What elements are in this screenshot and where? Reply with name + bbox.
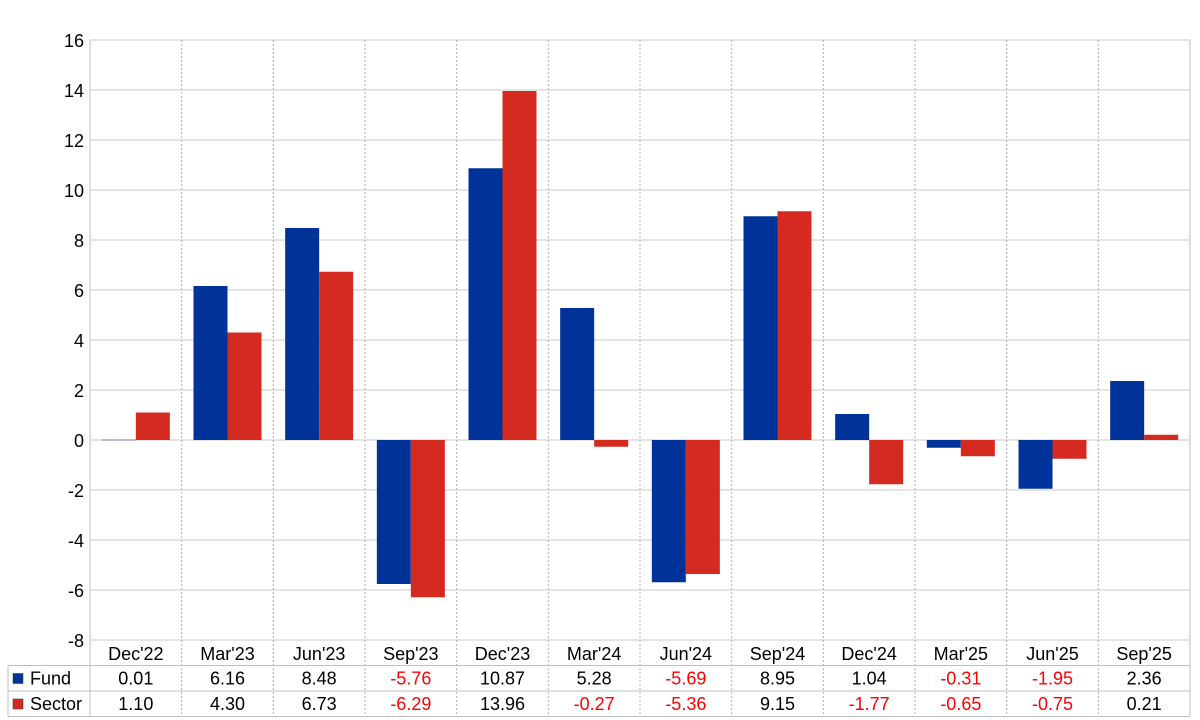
table-value-sector: 13.96	[480, 694, 525, 714]
bar-sector	[1144, 434, 1179, 440]
bar-fund	[468, 168, 503, 440]
bar-sector	[410, 440, 445, 598]
bar-fund	[651, 440, 686, 583]
bar-fund	[376, 440, 411, 584]
table-value-sector: -5.36	[665, 694, 706, 714]
y-tick-label: -2	[68, 481, 84, 501]
y-tick-label: 4	[74, 331, 84, 351]
y-tick-label: 0	[74, 431, 84, 451]
bar-fund	[1110, 381, 1145, 440]
table-value-fund: 0.01	[118, 669, 153, 689]
y-tick-label: 2	[74, 381, 84, 401]
bar-fund	[560, 308, 595, 440]
table-value-sector: -0.75	[1032, 694, 1073, 714]
x-category-label: Jun'23	[293, 644, 345, 664]
table-value-fund: 8.95	[760, 669, 795, 689]
table-value-fund: 1.04	[852, 669, 887, 689]
table-value-sector: 9.15	[760, 694, 795, 714]
y-tick-label: -8	[68, 631, 84, 651]
y-tick-label: 8	[74, 231, 84, 251]
bar-sector	[227, 332, 262, 440]
x-category-label: Sep'25	[1116, 644, 1172, 664]
x-category-label: Dec'23	[475, 644, 530, 664]
bar-sector	[869, 440, 904, 485]
table-value-sector: 1.10	[118, 694, 153, 714]
table-value-sector: 6.73	[302, 694, 337, 714]
table-value-fund: 2.36	[1127, 669, 1162, 689]
legend-swatch-fund	[12, 673, 24, 684]
table-value-fund: -0.31	[940, 669, 981, 689]
y-tick-label: 14	[64, 81, 84, 101]
x-category-label: Dec'22	[108, 644, 163, 664]
bar-fund	[101, 439, 136, 441]
bar-sector	[135, 412, 170, 440]
bar-fund	[926, 440, 961, 448]
bar-fund	[285, 228, 320, 440]
x-category-label: Dec'24	[841, 644, 896, 664]
table-value-fund: -5.76	[390, 669, 431, 689]
bars	[101, 91, 1179, 598]
y-tick-label: 16	[64, 31, 84, 51]
table-value-fund: -1.95	[1032, 669, 1073, 689]
y-tick-label: 12	[64, 131, 84, 151]
x-category-label: Mar'24	[567, 644, 621, 664]
bar-fund	[835, 414, 870, 440]
table-value-fund: 5.28	[577, 669, 612, 689]
x-category-label: Mar'23	[200, 644, 254, 664]
table-value-sector: -1.77	[849, 694, 890, 714]
y-tick-label: -4	[68, 531, 84, 551]
bar-sector	[319, 271, 354, 440]
bar-sector	[502, 91, 537, 440]
y-tick-label: 6	[74, 281, 84, 301]
data-table: Dec'22 Mar'23 Jun'23 Sep'23 Dec'23 Mar'24 Jun'…	[7, 640, 1191, 717]
legend-swatch-sector	[12, 698, 24, 710]
bar-fund	[1018, 440, 1053, 489]
table-value-sector: -0.27	[574, 694, 615, 714]
bar-sector	[1052, 440, 1087, 459]
table-value-fund: -5.69	[665, 669, 706, 689]
y-tick-label: 10	[64, 181, 84, 201]
x-category-label: Sep'23	[383, 644, 439, 664]
y-tick-label: -6	[68, 581, 84, 601]
table-value-sector: -0.65	[940, 694, 981, 714]
x-category-label: Sep'24	[750, 644, 806, 664]
y-axis: 16 14 12 10 8 6 4 2 0 -2 -4 -6 -8	[64, 31, 84, 651]
bar-sector	[960, 440, 995, 457]
bar-fund	[193, 286, 228, 440]
table-value-sector: 4.30	[210, 694, 245, 714]
x-category-label: Mar'25	[934, 644, 988, 664]
table-value-sector: -6.29	[390, 694, 431, 714]
bar-sector	[685, 440, 720, 574]
x-category-label: Jun'24	[660, 644, 712, 664]
bar-fund	[743, 216, 778, 440]
bar-sector	[777, 211, 812, 440]
table-value-fund: 10.87	[480, 669, 525, 689]
legend-label-fund: Fund	[30, 669, 71, 689]
table-value-fund: 8.48	[302, 669, 337, 689]
x-category-label: Jun'25	[1026, 644, 1078, 664]
table-value-sector: 0.21	[1127, 694, 1162, 714]
legend-label-sector: Sector	[30, 694, 82, 714]
bar-sector	[594, 440, 629, 447]
table-value-fund: 6.16	[210, 669, 245, 689]
